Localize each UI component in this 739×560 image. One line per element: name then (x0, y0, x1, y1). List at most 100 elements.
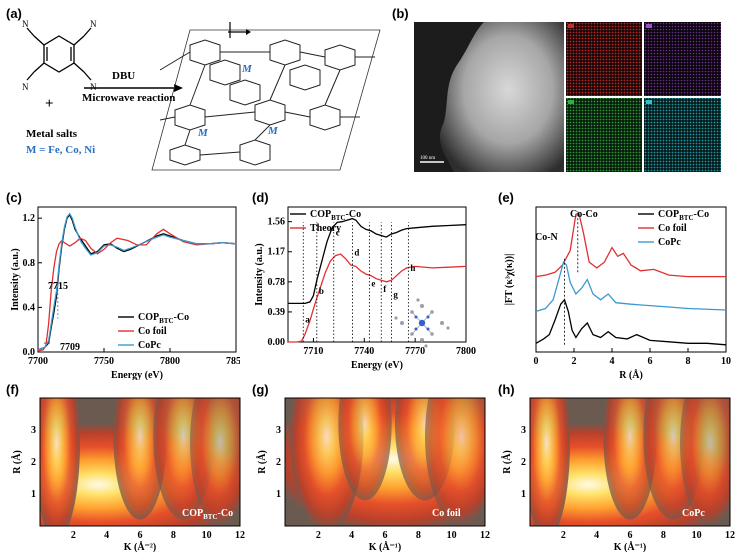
x-tick-label: 7750 (94, 356, 114, 367)
feature-label: a (305, 315, 310, 325)
y-tick-label: 0.39 (268, 307, 286, 318)
x-tick-label: 10 (447, 530, 457, 541)
legend-e-item-1: COPBTC-Co (658, 209, 710, 222)
x-tick-label: 7800 (456, 346, 476, 357)
panel-label-b: (b) (392, 6, 409, 21)
legend-e: COPBTC-Co Co foil CoPc (638, 209, 733, 254)
plot-frame (37, 206, 237, 353)
copc-structure-inset (394, 298, 450, 348)
wt-g-sample-label: Co foil (432, 508, 461, 519)
panel-label-e: (e) (498, 190, 514, 205)
wt-f-sample-label: COPBTC-Co (182, 508, 234, 521)
x-tick-label: 6 (138, 530, 143, 541)
eds-maps (566, 22, 721, 172)
metal-center-2: M (197, 127, 209, 139)
x-tick-label: 12 (480, 530, 490, 541)
y-axis-label: |FT (κ³χ(κ))| (504, 254, 515, 306)
x-tick-label: 12 (725, 530, 735, 541)
x-tick-label: 4 (610, 356, 615, 367)
x-tick-label: 6 (628, 530, 633, 541)
eds-map-n (644, 22, 721, 96)
y-tick-label: 1 (276, 489, 281, 500)
y-tick-label: 1 (31, 489, 36, 500)
metal-center-3: M (267, 125, 279, 137)
feature-label: d (354, 248, 359, 258)
feature-label: b (319, 286, 324, 296)
y-tick-label: 0.00 (268, 337, 286, 348)
n-atom-2: N (90, 19, 97, 29)
legend-e-item-2: Co foil (658, 223, 687, 234)
annot-7709: 7709 (60, 342, 80, 353)
wt-intensity-lobe (338, 398, 392, 501)
wt-intensity-lobe (603, 398, 657, 520)
y-tick-label: 2 (521, 457, 526, 468)
x-tick-label: 4 (594, 530, 599, 541)
x-axis-label: Energy (eV) (111, 370, 163, 380)
x-axis-label: K (Å⁻¹) (369, 541, 401, 553)
x-tick-label: 10 (721, 356, 731, 367)
tcnb-molecule: N N N N (22, 19, 97, 92)
metal-list-label: M = Fe, Co, Ni (26, 144, 96, 156)
x-tick-label: 2 (572, 356, 577, 367)
panel-label-f: (f) (6, 382, 19, 397)
wt-frame (39, 397, 241, 527)
x-tick-label: 0 (534, 356, 539, 367)
x-tick-label: 7770 (405, 346, 425, 357)
x-tick-label: 7800 (160, 356, 180, 367)
panel-label-d: (d) (252, 190, 269, 205)
y-tick-label: 0.8 (23, 258, 36, 269)
feature-label: f (383, 284, 387, 294)
legend-c-item-1: COPBTC-Co (138, 312, 190, 325)
n-atom-4: N (90, 82, 97, 92)
panel-label-c: (c) (6, 190, 22, 205)
x-tick-label: 7740 (354, 346, 374, 357)
x-tick-label: 7710 (303, 346, 323, 357)
y-tick-label: 0.4 (23, 302, 36, 313)
x-tick-label: 2 (316, 530, 321, 541)
n-atom-1: N (22, 19, 29, 29)
wt-frame (529, 397, 731, 527)
eds-map-co (566, 22, 642, 96)
x-tick-label: 10 (692, 530, 702, 541)
series-line-2 (37, 228, 237, 352)
series-line-1 (37, 213, 237, 351)
reaction-arrow (84, 84, 183, 92)
x-tick-label: 8 (686, 356, 691, 367)
chart-d-theory: 7710 7740 7770 7800 0.00 0.39 0.78 1.17 1.56 Ener… (254, 206, 476, 371)
wt-h-sample-label: CoPc (682, 508, 705, 519)
haadf-image: 100 nm (414, 22, 564, 172)
n-atom-3: N (22, 82, 29, 92)
legend-c-item-2: Co foil (138, 326, 167, 337)
panel-label-g: (g) (252, 382, 269, 397)
plus-sign: + (45, 96, 54, 112)
y-tick-label: 0.78 (268, 277, 286, 288)
x-tick-label: 6 (648, 356, 653, 367)
metal-salts-label: Metal salts (26, 128, 78, 140)
y-axis-label: R (Å) (11, 450, 23, 474)
x-tick-label: 12 (235, 530, 245, 541)
peak-co-co: Co-Co (570, 209, 598, 220)
y-axis-label: Intensity (a.u.) (10, 248, 21, 311)
reagent-top: DBU (112, 70, 136, 82)
series-line-2 (288, 253, 467, 343)
y-tick-label: 2 (276, 457, 281, 468)
x-tick-label: 4 (349, 530, 354, 541)
y-tick-label: 1.56 (268, 217, 286, 228)
y-tick-label: 2 (31, 457, 36, 468)
feature-label: e (371, 278, 375, 288)
scale-bar-label: 100 nm (420, 156, 435, 161)
legend-e-item-3: CoPc (658, 237, 681, 248)
x-tick-label: 8 (171, 530, 176, 541)
chart-e-ft-exafs: 0 2 4 6 8 10 R (Å) |FT (κ³χ(κ))| (504, 206, 731, 380)
x-axis-label: Energy (eV) (351, 360, 403, 371)
x-tick-label: 4 (104, 530, 109, 541)
panel-label-h: (h) (498, 382, 515, 397)
cof-framework: M M M (151, 22, 381, 171)
wt-intensity-lobe (190, 398, 240, 526)
y-tick-label: 3 (31, 425, 36, 436)
series-line-2 (535, 211, 726, 278)
